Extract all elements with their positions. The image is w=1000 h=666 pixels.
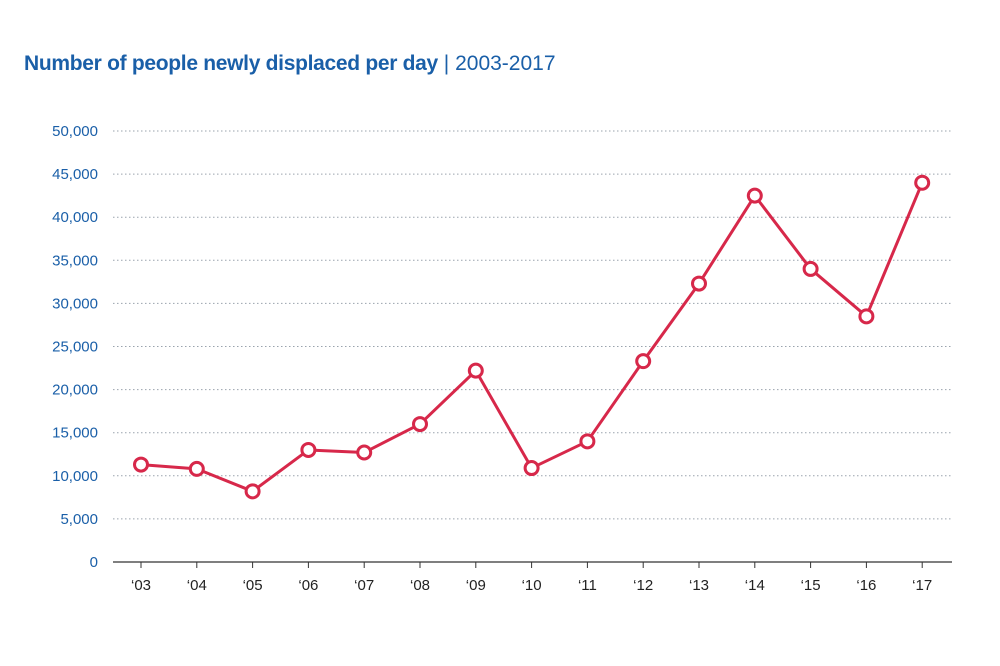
data-point bbox=[244, 483, 261, 500]
x-tick-label: ‘10 bbox=[522, 577, 542, 594]
x-tick-label: ‘09 bbox=[466, 577, 486, 594]
data-point bbox=[746, 187, 763, 204]
data-point bbox=[133, 456, 149, 473]
y-tick-label: 5,000 bbox=[60, 511, 98, 528]
title-separator: | bbox=[443, 52, 450, 75]
x-tick-label: ‘16 bbox=[856, 577, 876, 594]
data-point bbox=[579, 433, 596, 450]
chart-title: Number of people newly displaced per day… bbox=[24, 52, 556, 76]
x-tick-label: ‘12 bbox=[633, 577, 653, 594]
y-axis: 0 5,000 10,000 15,000 20,000 25,000 30,000 35,0… bbox=[52, 123, 98, 571]
y-tick-label: 30,000 bbox=[52, 295, 98, 312]
data-point bbox=[467, 362, 484, 379]
x-tick-label: ‘04 bbox=[187, 577, 207, 594]
x-tick-label: ‘05 bbox=[243, 577, 263, 594]
data-point bbox=[635, 353, 652, 370]
data-point bbox=[858, 308, 875, 325]
y-tick-label: 15,000 bbox=[52, 425, 98, 442]
data-point bbox=[914, 174, 931, 191]
x-tick-label: ‘03 bbox=[131, 577, 151, 594]
data-point bbox=[300, 441, 317, 458]
chart-title-main: Number of people newly displaced per day bbox=[24, 52, 438, 75]
y-tick-label: 50,000 bbox=[52, 123, 98, 140]
x-tick-label: ‘17 bbox=[912, 577, 932, 594]
data-point bbox=[356, 444, 373, 461]
y-tick-label: 35,000 bbox=[52, 252, 98, 269]
data-point bbox=[523, 460, 540, 477]
x-axis: ‘03 ‘04 ‘05 ‘06 ‘07 ‘08 ‘09 ‘10 ‘11 ‘12 ‘13 ‘14 ‘15 ‘… bbox=[113, 561, 952, 594]
x-tick-label: ‘08 bbox=[410, 577, 430, 594]
y-tick-label: 45,000 bbox=[52, 166, 98, 183]
x-tick-label: ‘13 bbox=[689, 577, 709, 594]
x-tick-label: ‘15 bbox=[801, 577, 821, 594]
chart-subtitle: 2003-2017 bbox=[455, 52, 556, 75]
y-tick-label: 20,000 bbox=[52, 382, 98, 399]
data-point bbox=[188, 460, 205, 477]
data-line bbox=[140, 182, 924, 493]
data-point bbox=[802, 260, 819, 277]
x-tick-label: ‘11 bbox=[578, 577, 597, 594]
series-line bbox=[133, 174, 931, 500]
x-tick-label: ‘07 bbox=[354, 577, 374, 594]
data-point bbox=[412, 416, 428, 433]
x-tick-label: ‘14 bbox=[745, 577, 765, 594]
y-tick-label: 0 bbox=[90, 554, 98, 571]
data-point bbox=[691, 275, 707, 292]
x-tick-label: ‘06 bbox=[298, 577, 318, 594]
y-tick-label: 10,000 bbox=[52, 468, 98, 485]
y-tick-label: 40,000 bbox=[52, 209, 98, 226]
y-tick-label: 25,000 bbox=[52, 339, 98, 356]
